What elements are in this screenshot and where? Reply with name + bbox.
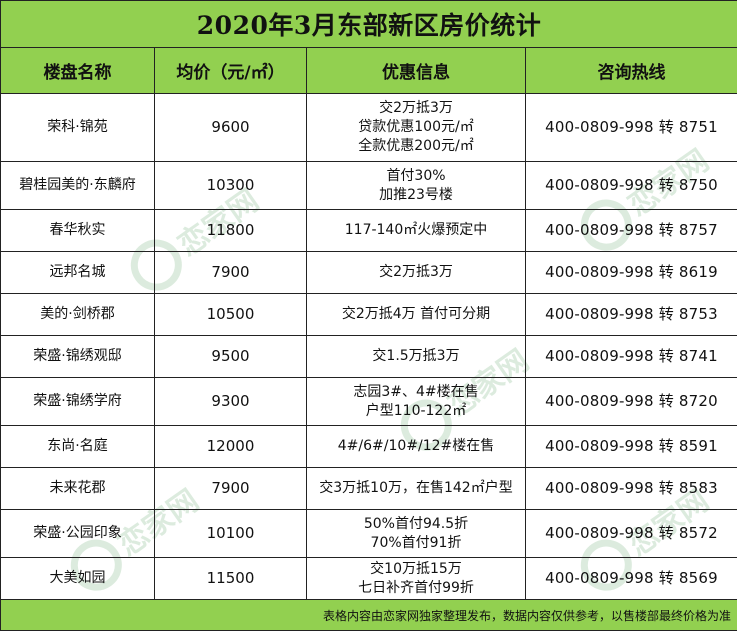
price-cell: 7900	[154, 467, 307, 510]
project-name-cell: 荣科·锦苑	[0, 93, 155, 162]
promo-line: 交10万抵15万	[370, 560, 462, 577]
promo-line: 首付30%	[386, 167, 446, 184]
price-cell: 10300	[154, 161, 307, 210]
column-header-name: 楼盘名称	[0, 47, 155, 94]
promo-line: 加推23号楼	[379, 186, 453, 203]
hotline-cell: 400-0809-998 转 8720	[524, 377, 737, 426]
price-cell: 11500	[154, 557, 307, 600]
promo-cell: 交2万抵3万	[306, 251, 526, 294]
price-cell: 9500	[154, 335, 307, 378]
promo-cell: 117-140㎡火爆预定中	[306, 209, 526, 252]
table-row: 春华秋实 11800 117-140㎡火爆预定中 400-0809-998 转 875…	[0, 209, 737, 252]
table-body: 荣科·锦苑 9600 交2万抵3万 贷款优惠100元/㎡ 全款优惠200元/㎡ 400-0…	[0, 93, 737, 600]
promo-cell: 4#/6#/10#/12#楼在售	[306, 425, 526, 468]
price-cell: 11800	[154, 209, 307, 252]
promo-line: 志园3#、4#楼在售	[353, 383, 479, 400]
promo-cell: 交2万抵3万贷款优惠100元/㎡ 全款优惠200元/㎡	[306, 93, 526, 162]
project-name-cell: 荣盛·锦绣学府	[0, 377, 155, 426]
project-name-cell: 荣盛·锦绣观邸	[0, 335, 155, 378]
hotline-cell: 400-0809-998 转 8583	[524, 467, 737, 510]
project-name-cell: 未来花郡	[0, 467, 155, 510]
promo-line: 户型110-122㎡	[365, 402, 467, 419]
promo-cell: 交1.5万抵3万	[306, 335, 526, 378]
table-row: 荣科·锦苑 9600 交2万抵3万 贷款优惠100元/㎡ 全款优惠200元/㎡ 400-0…	[0, 93, 737, 162]
footer-note: 表格内容由恋家网独家整理发布，数据内容仅供参考，以售楼部最终价格为准	[0, 599, 737, 631]
hotline-cell: 400-0809-998 转 8591	[524, 425, 737, 468]
promo-line: 117-140㎡火爆预定中	[344, 222, 488, 238]
table-row: 美的·剑桥郡 10500 交2万抵4万 首付可分期 400-0809-998 转 87…	[0, 293, 737, 336]
project-name-cell: 春华秋实	[0, 209, 155, 252]
price-cell: 12000	[154, 425, 307, 468]
table-row: 远邦名城 7900 交2万抵3万 400-0809-998 转 8619	[0, 251, 737, 294]
project-name-cell: 远邦名城	[0, 251, 155, 294]
table-row: 荣盛·公园印象 10100 50%首付94.5折 70%首付91折 400-0809-9…	[0, 509, 737, 558]
promo-line: 贷款优惠100元/㎡	[358, 119, 474, 135]
promo-line: 全款优惠200元/㎡	[358, 138, 474, 154]
promo-cell: 交10万抵15万 七日补齐首付99折	[306, 557, 526, 600]
promo-line: 七日补齐首付99折	[358, 579, 474, 596]
project-name-cell: 荣盛·公园印象	[0, 509, 155, 558]
price-cell: 9300	[154, 377, 307, 426]
table-row: 东尚·名庭 12000 4#/6#/10#/12#楼在售 400-0809-998 转…	[0, 425, 737, 468]
hotline-cell: 400-0809-998 转 8753	[524, 293, 737, 336]
promo-line: 交2万抵3万	[379, 100, 453, 116]
promo-line: 70%首付91折	[370, 534, 462, 551]
promo-cell: 首付30% 加推23号楼	[306, 161, 526, 210]
hotline-cell: 400-0809-998 转 8619	[524, 251, 737, 294]
hotline-cell: 400-0809-998 转 8750	[524, 161, 737, 210]
promo-cell: 交3万抵10万，在售142㎡户型	[306, 467, 526, 510]
column-header-promo: 优惠信息	[306, 47, 526, 94]
promo-line: 交2万抵3万	[379, 264, 453, 280]
price-cell: 10500	[154, 293, 307, 336]
page-title: 2020年3月东部新区房价统计	[0, 0, 737, 48]
column-header-price: 均价（元/㎡）	[154, 47, 307, 94]
table-row: 荣盛·锦绣观邸 9500 交1.5万抵3万 400-0809-998 转 8741	[0, 335, 737, 378]
hotline-cell: 400-0809-998 转 8741	[524, 335, 737, 378]
column-header-phone: 咨询热线	[524, 47, 737, 94]
hotline-cell: 400-0809-998 转 8569	[524, 557, 737, 600]
promo-line: 交1.5万抵3万	[372, 348, 460, 364]
promo-line: 4#/6#/10#/12#楼在售	[337, 438, 495, 454]
price-cell: 9600	[154, 93, 307, 162]
table-row: 未来花郡 7900 交3万抵10万，在售142㎡户型 400-0809-998 转 8…	[0, 467, 737, 510]
promo-cell: 志园3#、4#楼在售 户型110-122㎡	[306, 377, 526, 426]
price-cell: 10100	[154, 509, 307, 558]
promo-line: 50%首付94.5折	[363, 515, 469, 532]
project-name-cell: 东尚·名庭	[0, 425, 155, 468]
project-name-cell: 美的·剑桥郡	[0, 293, 155, 336]
promo-cell: 交2万抵4万 首付可分期	[306, 293, 526, 336]
project-name-cell: 大美如园	[0, 557, 155, 600]
table-row: 碧桂园美的·东麟府 10300 首付30% 加推23号楼 400-0809-998 转 …	[0, 161, 737, 210]
promo-line: 交3万抵10万，在售142㎡户型	[319, 480, 513, 496]
price-cell: 7900	[154, 251, 307, 294]
hotline-cell: 400-0809-998 转 8572	[524, 509, 737, 558]
hotline-cell: 400-0809-998 转 8751	[524, 93, 737, 162]
table-row: 荣盛·锦绣学府 9300 志园3#、4#楼在售 户型110-122㎡ 400-0809-…	[0, 377, 737, 426]
table-row: 大美如园 11500 交10万抵15万 七日补齐首付99折 400-0809-998 转…	[0, 557, 737, 600]
promo-cell: 50%首付94.5折 70%首付91折	[306, 509, 526, 558]
promo-line: 交2万抵4万 首付可分期	[341, 306, 491, 322]
hotline-cell: 400-0809-998 转 8757	[524, 209, 737, 252]
project-name-cell: 碧桂园美的·东麟府	[0, 161, 155, 210]
